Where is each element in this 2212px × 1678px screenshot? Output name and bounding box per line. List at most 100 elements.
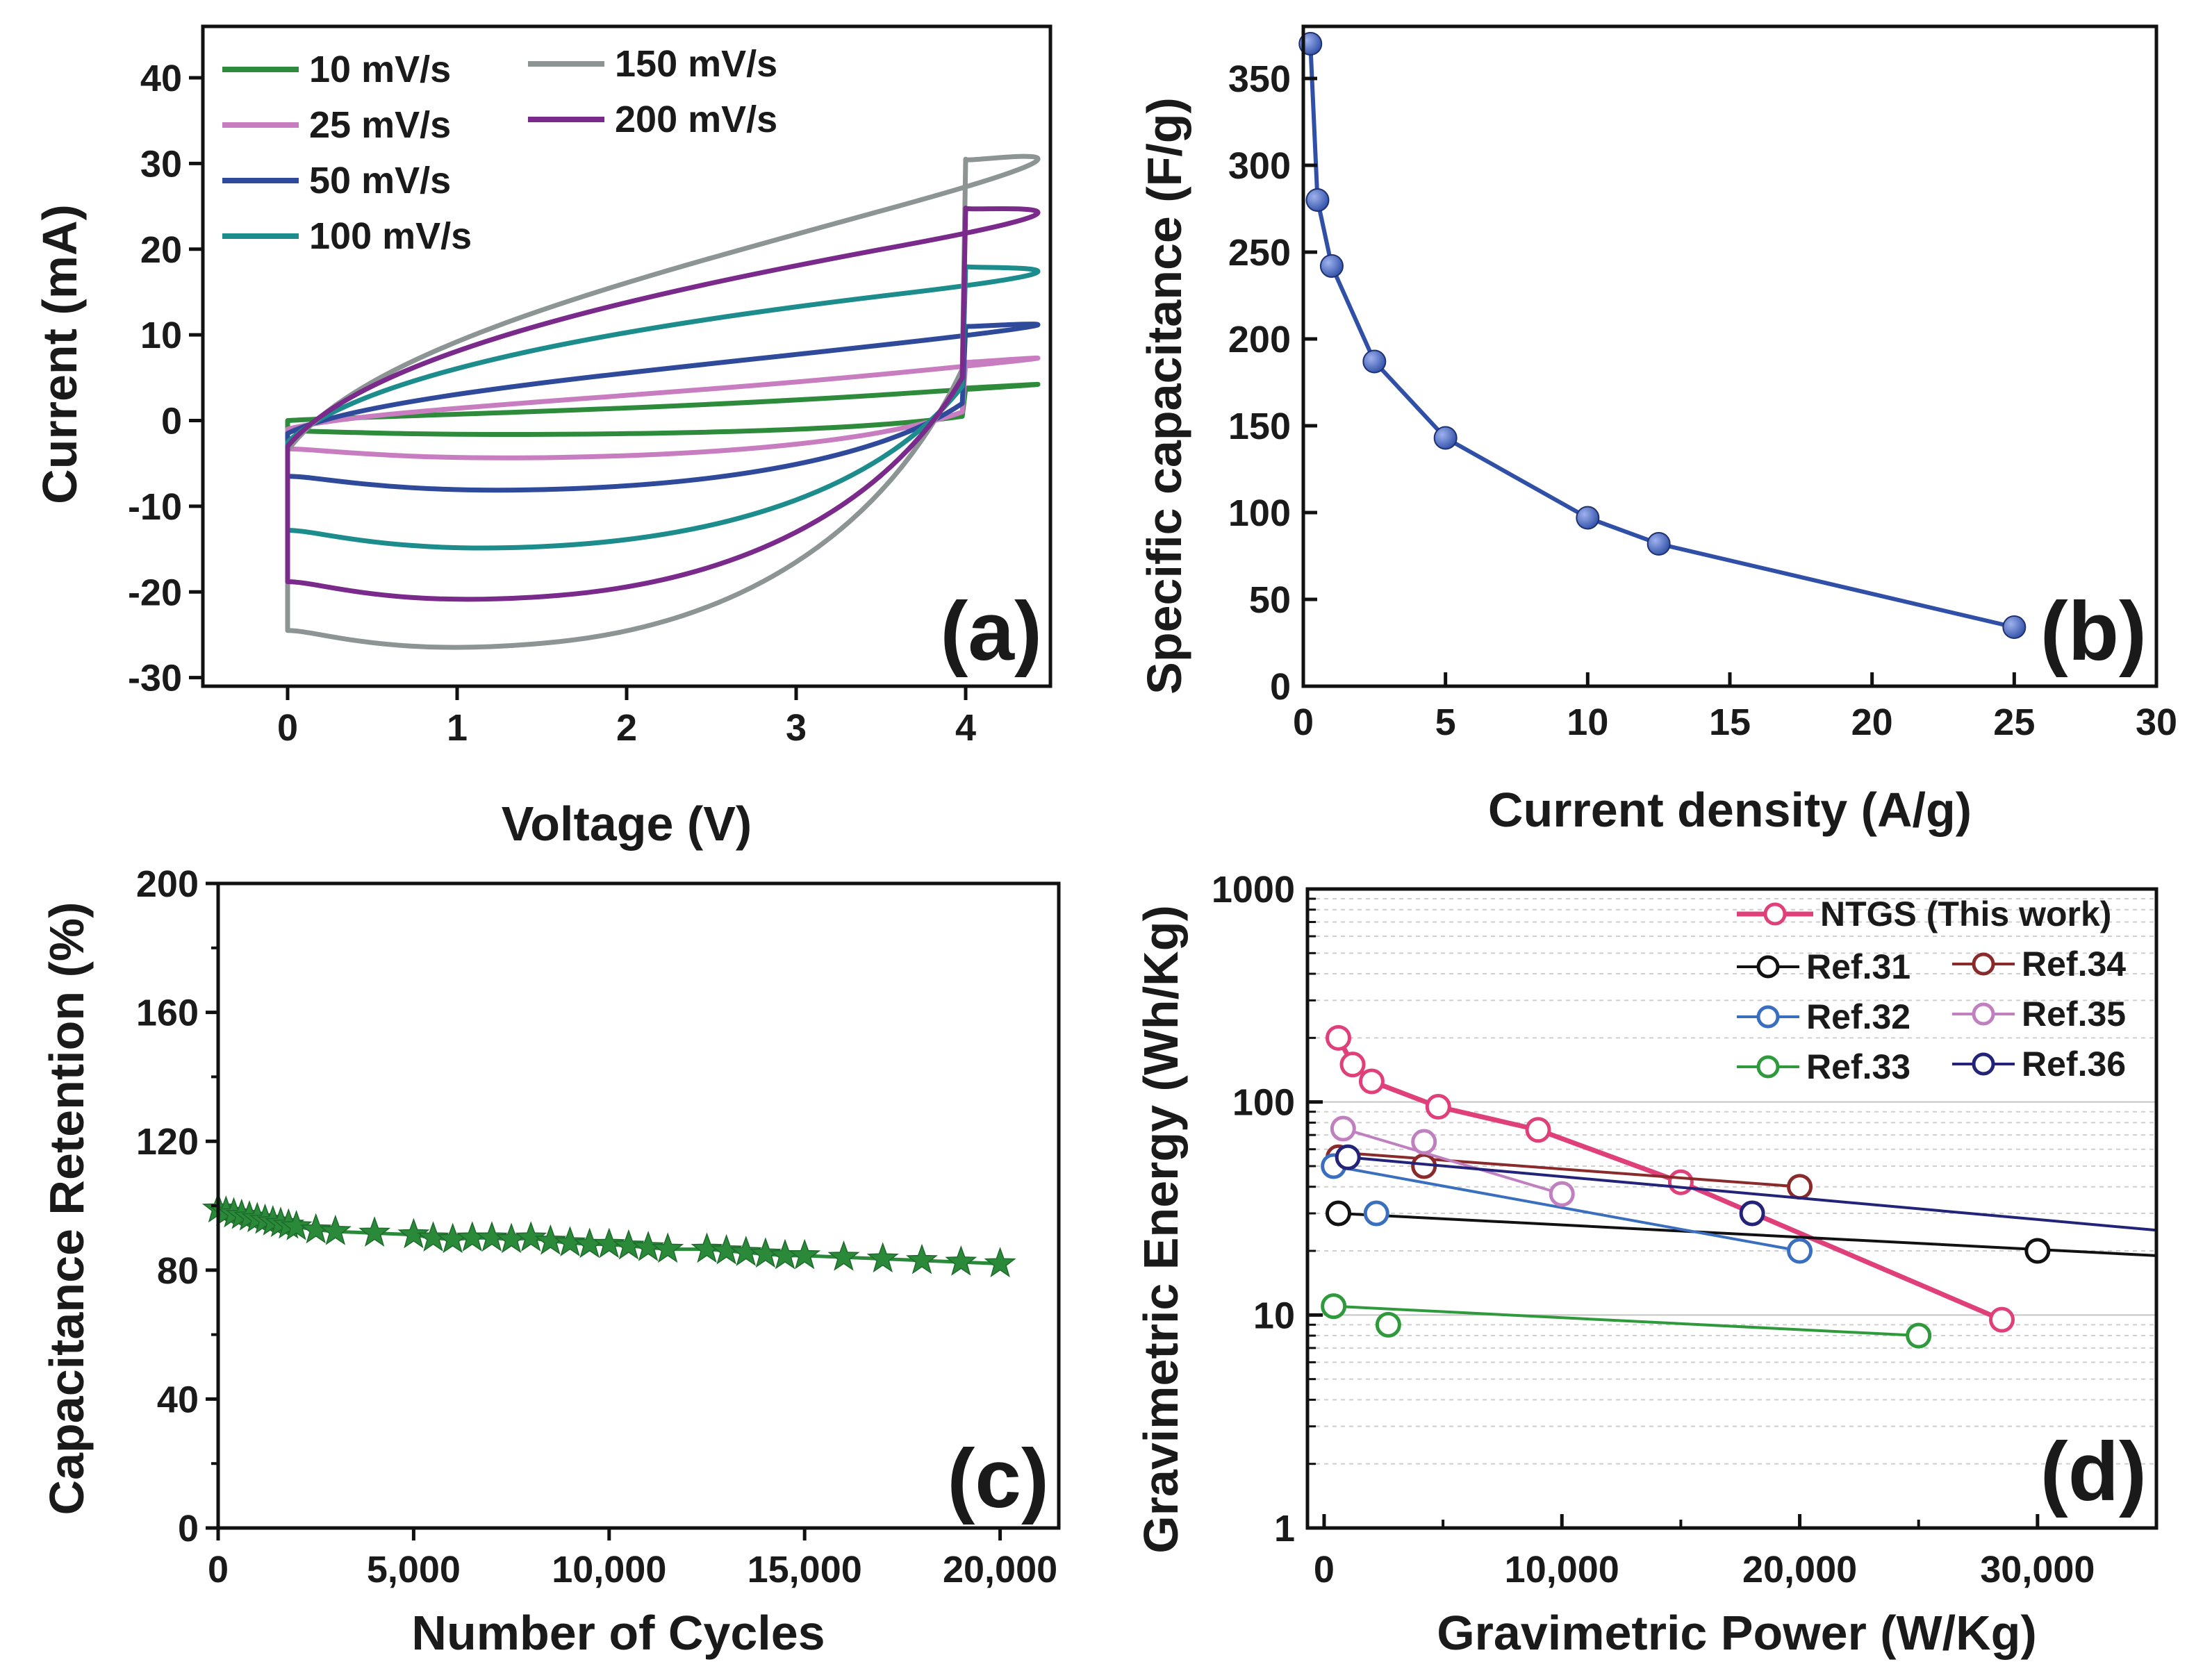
panel-b-ytick-label: 300 <box>1228 145 1291 187</box>
panel-d-ytick-label: 1 <box>1274 1508 1295 1550</box>
panel-b-ytick-label: 50 <box>1249 579 1291 621</box>
panel-d-legend-marker <box>1972 1052 1995 1076</box>
panel-c-xlabel: Number of Cycles <box>411 1606 825 1660</box>
panel-b-xtick-label: 10 <box>1567 701 1608 743</box>
panel-d-point-ntgsthiswork <box>1667 1169 1694 1195</box>
panel-d-line-ref32 <box>1333 1165 1800 1252</box>
panel-d-point-ntgsthiswork <box>1339 1052 1366 1078</box>
panel-a-legend-label: 150 mV/s <box>615 43 777 85</box>
panel-d-point-ref35 <box>1549 1181 1575 1207</box>
panel-d-legend-label: NTGS (This work) <box>1820 895 2111 933</box>
panel-b-ytick-label: 150 <box>1228 406 1291 447</box>
panel-b-point <box>1576 506 1600 530</box>
panel-d-point-ref33 <box>1906 1322 1932 1349</box>
panel-c-xtick-label: 0 <box>208 1549 229 1590</box>
panel-c-point <box>319 1214 352 1245</box>
panel-b-xtick-label: 5 <box>1435 701 1456 743</box>
panel-d-line-ref36 <box>1348 1156 2157 1232</box>
panel-c-point <box>866 1242 899 1273</box>
panel-b-label: (b) <box>2040 585 2147 678</box>
panel-d-point-ntgsthiswork <box>1425 1093 1451 1120</box>
panel-b-point <box>1433 426 1458 450</box>
panel-b-frame <box>1301 24 2159 688</box>
panel-a-ytick-label: 30 <box>140 143 182 185</box>
panel-a-ytick-label: -20 <box>128 572 182 613</box>
panel-a-curve-150mvs <box>285 153 1041 650</box>
panel-c-point <box>945 1245 977 1276</box>
panel-a-legend-label: 10 mV/s <box>309 49 451 90</box>
panel-a-legend-label: 25 mV/s <box>309 104 451 146</box>
panel-c-point <box>593 1227 625 1258</box>
panel-a-legend-label: 50 mV/s <box>309 160 451 201</box>
panel-d-xlabel: Gravimetric Power (W/Kg) <box>1437 1606 2037 1660</box>
panel-a-ytick-label: 0 <box>161 401 182 442</box>
panel-c-xtick-label: 10,000 <box>552 1549 666 1590</box>
panel-a-xtick-label: 0 <box>277 707 298 749</box>
panel-b-point <box>1319 254 1344 278</box>
panel-a-ytick-label: -30 <box>128 658 182 699</box>
panel-d-ytick-label: 100 <box>1232 1082 1295 1124</box>
panel-c-point <box>534 1224 567 1255</box>
panel-d-legend-marker <box>1972 952 1995 976</box>
panel-c-point <box>475 1221 509 1252</box>
panel-d-xtick-label: 20,000 <box>1742 1549 1857 1590</box>
panel-d-legend-label: Ref.33 <box>1806 1047 1910 1086</box>
panel-b-ylabel: Specific capacitance (F/g) <box>1137 97 1191 695</box>
panel-d-label: (d) <box>2040 1425 2147 1518</box>
panel-a-frame <box>201 24 1053 688</box>
panel-d-point-ref31 <box>2024 1238 2051 1264</box>
panel-a-legend-label: 100 mV/s <box>309 215 472 257</box>
panel-d-legend-label: Ref.35 <box>2022 995 2126 1033</box>
panel-c-point <box>397 1218 430 1249</box>
panel-c-point <box>652 1232 684 1263</box>
panel-c-point <box>749 1237 782 1268</box>
panel-d-legend-label: Ref.32 <box>1806 997 1910 1036</box>
panel-d-ytick-label: 10 <box>1253 1295 1295 1336</box>
panel-a-xtick-label: 1 <box>447 707 468 749</box>
panel-c-xtick-label: 20,000 <box>943 1549 1057 1590</box>
panel-a-ytick-label: 40 <box>140 58 182 99</box>
panel-c-point <box>417 1221 449 1252</box>
panel-c-point <box>554 1226 586 1256</box>
panel-c-point <box>984 1247 1016 1278</box>
panel-d-point-ref36 <box>1739 1200 1765 1227</box>
panel-a-xtick-label: 3 <box>786 707 807 749</box>
panel-b-xtick-label: 30 <box>2136 701 2177 743</box>
panel-c-point <box>729 1236 762 1266</box>
panel-d-legend-label: Ref.34 <box>2022 945 2126 983</box>
panel-c-point <box>710 1233 743 1265</box>
panel-b-xlabel: Current density (A/g) <box>1488 783 1972 837</box>
panel-c-ytick-label: 0 <box>178 1508 199 1550</box>
panel-b-point <box>1362 349 1387 374</box>
panel-c-point <box>436 1222 469 1254</box>
panel-b-ytick-label: 200 <box>1228 319 1291 360</box>
panel-a-cv-curves: 0 1 2 3 4 -30 -20 -10 0 10 20 30 40 10 mV/s 25 mV/s 50… <box>33 24 1053 851</box>
panel-c-ylabel: Capacitance Retention (%) <box>40 902 94 1515</box>
panel-d-legend-label: Ref.36 <box>2022 1045 2126 1083</box>
panel-c-ytick-label: 120 <box>136 1121 199 1163</box>
panel-d-point-ref31 <box>1325 1200 1351 1227</box>
panel-c-label: (c) <box>947 1432 1049 1525</box>
panel-b-ytick-label: 0 <box>1270 666 1291 708</box>
panel-d-xtick-label: 10,000 <box>1505 1549 1619 1590</box>
panel-c-point <box>827 1240 860 1271</box>
panel-d-legend-marker <box>1756 1005 1780 1029</box>
panel-b-ytick-label: 100 <box>1228 492 1291 534</box>
panel-d-point-ntgsthiswork <box>1525 1117 1551 1143</box>
panel-c-point <box>515 1221 547 1252</box>
panel-c-point <box>299 1213 332 1244</box>
panel-d-line-ref33 <box>1333 1304 1919 1338</box>
panel-a-curve-200mvs <box>285 206 1041 602</box>
panel-b-ytick-label: 250 <box>1228 232 1291 274</box>
panel-d-legend-marker <box>1763 902 1787 926</box>
panel-a-ytick-label: 20 <box>140 229 182 271</box>
panel-d-line-ref34 <box>1338 1151 1800 1188</box>
panel-d-point-ntgsthiswork <box>1989 1306 2015 1333</box>
panel-a-label: (a) <box>940 585 1042 678</box>
panel-d-xtick-label: 0 <box>1314 1549 1335 1590</box>
panel-d-point-ref33 <box>1375 1311 1401 1338</box>
panel-d-legend: NTGS (This work) Ref.31 Ref.34 Ref.32 Ref.35… <box>1737 895 2126 1086</box>
panel-a-ytick-label: -10 <box>128 486 182 528</box>
